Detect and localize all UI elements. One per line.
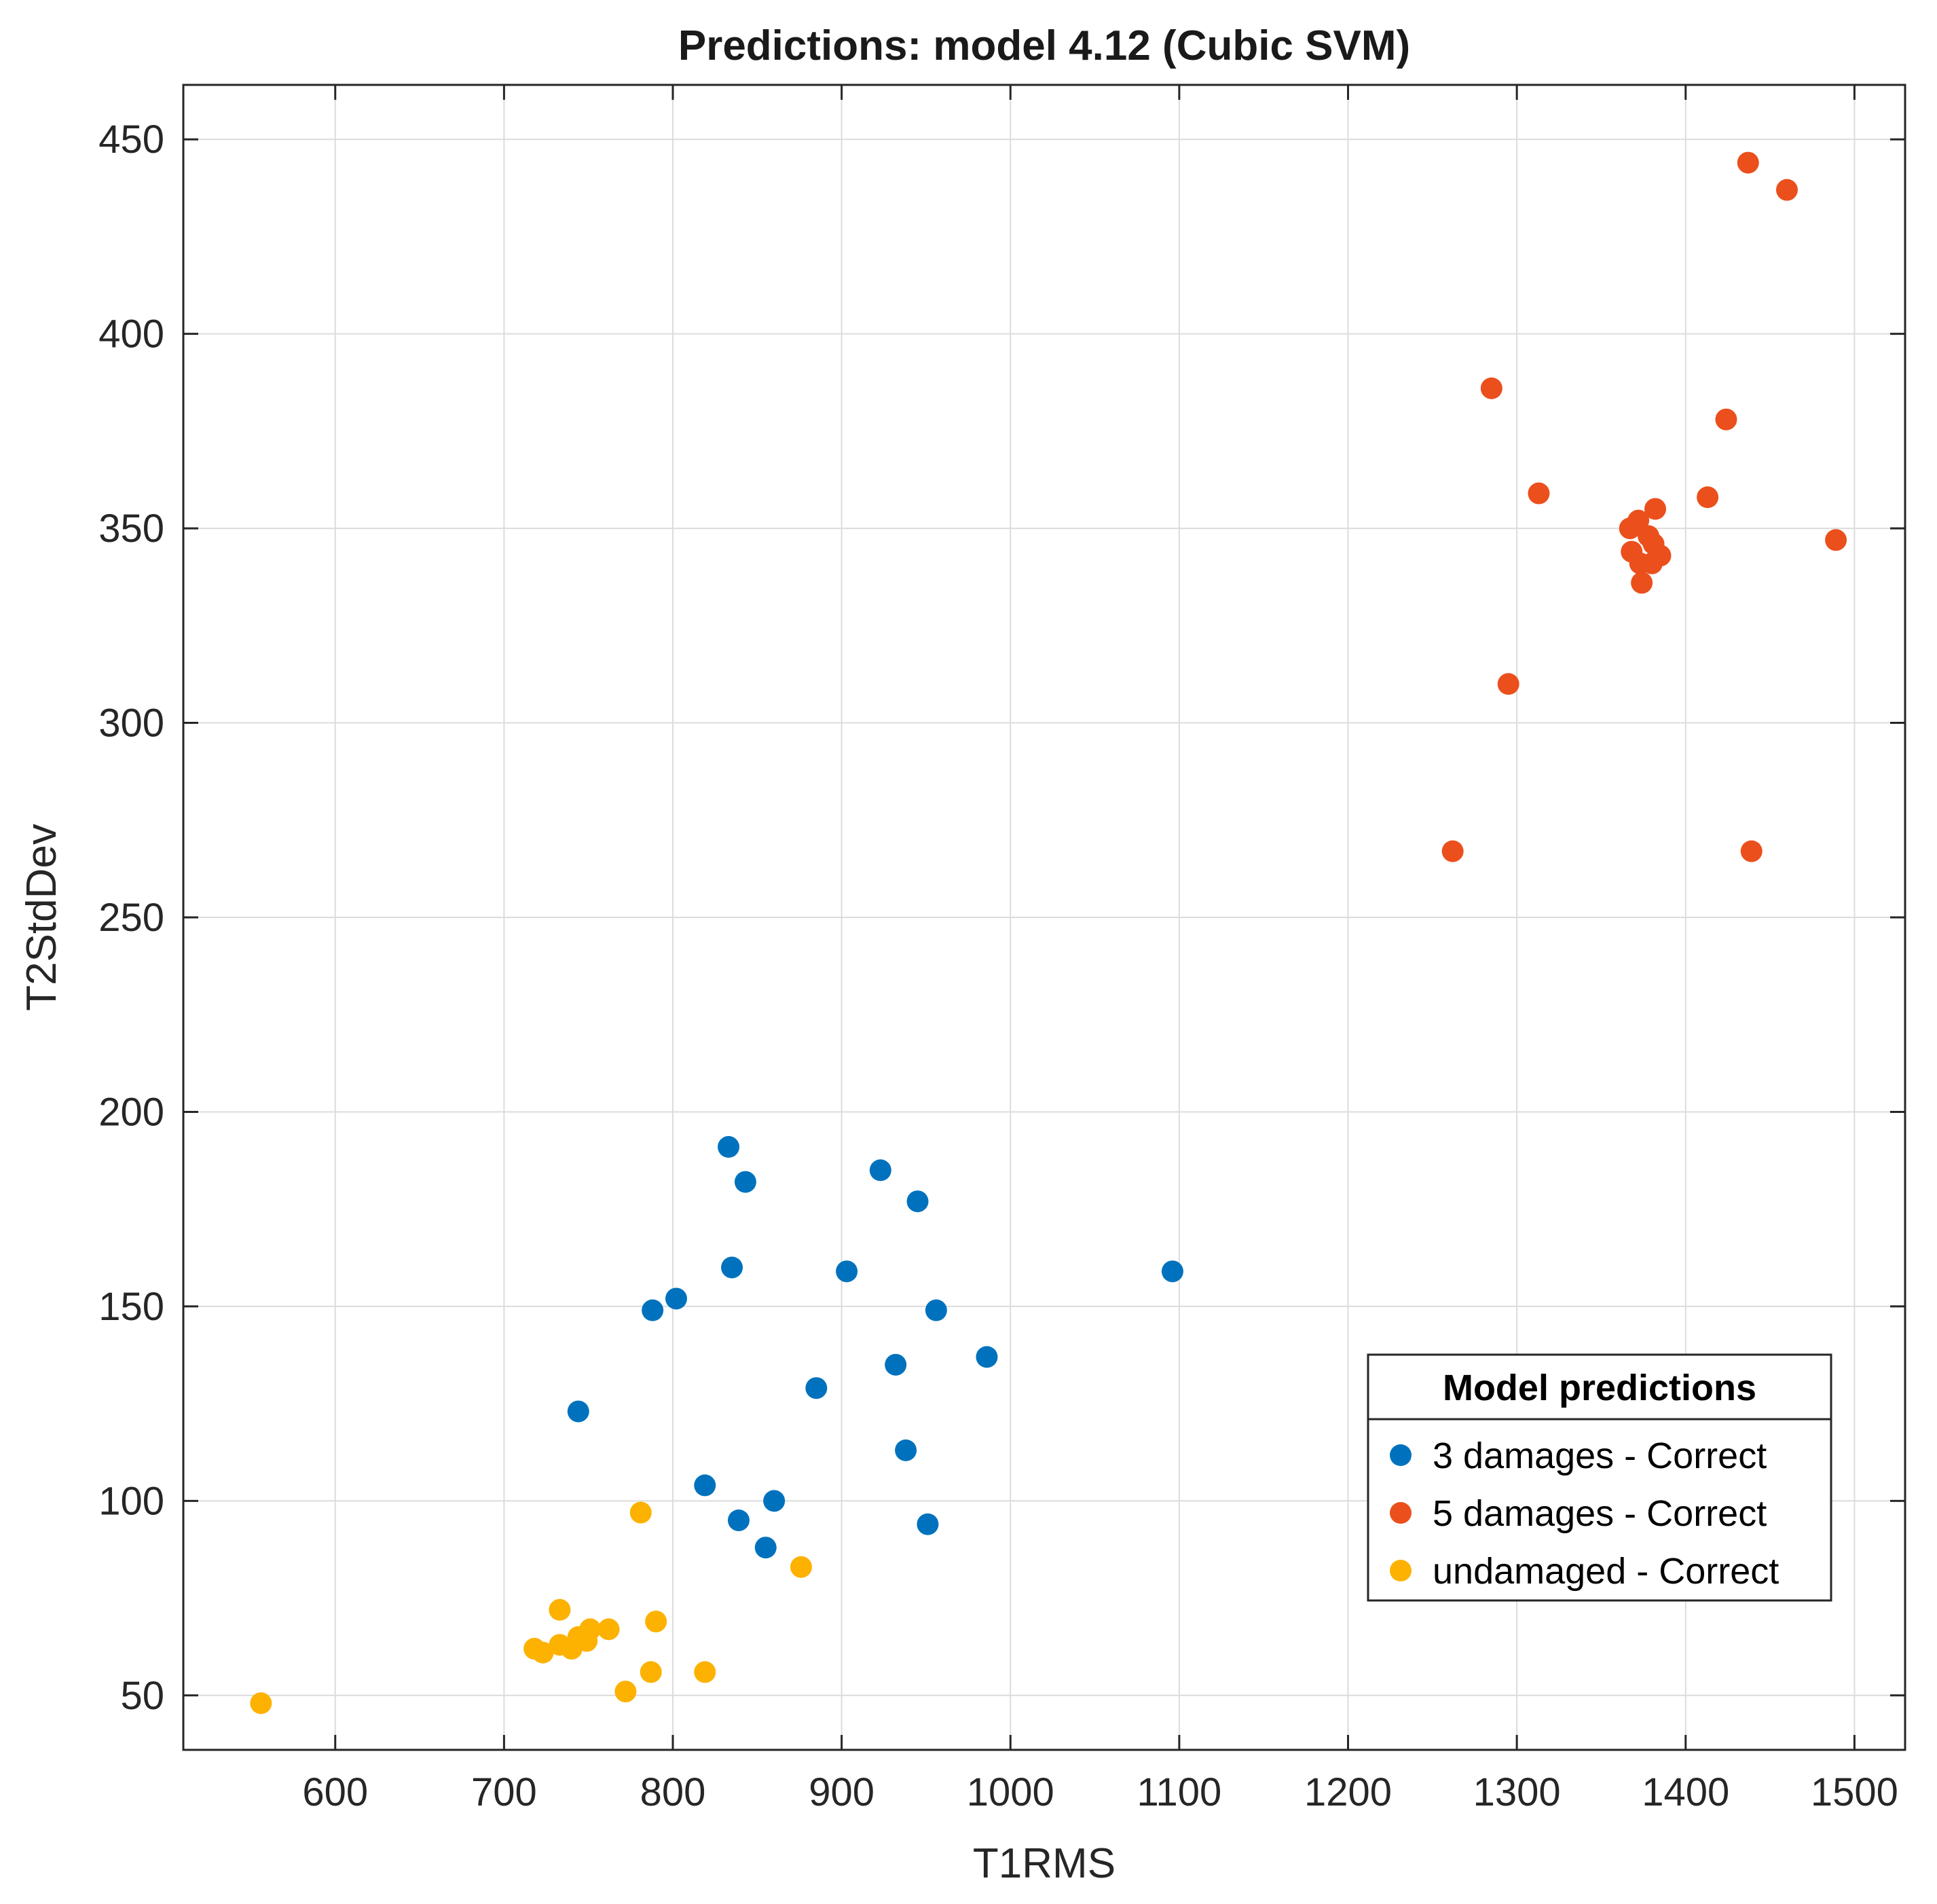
point-5-damages (1644, 498, 1667, 520)
series-2 (1441, 151, 1847, 862)
y-tick-label: 400 (98, 312, 164, 356)
point-5-damages (1697, 486, 1719, 509)
point-5-damages (1619, 517, 1641, 540)
point-undamaged (640, 1661, 662, 1683)
legend: Model predictions 3 damages - Correct 5 … (1367, 1353, 1832, 1602)
point-3-damages (694, 1474, 716, 1497)
point-undamaged (790, 1556, 812, 1578)
y-tick-label: 50 (120, 1674, 164, 1718)
point-3-damages (895, 1439, 917, 1461)
x-tick-label: 800 (640, 1770, 706, 1814)
point-undamaged (597, 1618, 620, 1641)
point-3-damages (754, 1537, 777, 1559)
y-tick-label: 300 (98, 701, 164, 746)
point-3-damages (727, 1509, 750, 1531)
y-tick-label: 200 (98, 1090, 164, 1134)
point-3-damages (925, 1299, 947, 1321)
x-tick-label: 1400 (1642, 1770, 1729, 1814)
x-axis-label: T1RMS (973, 1840, 1115, 1887)
point-3-damages (734, 1171, 756, 1193)
point-5-damages (1441, 840, 1464, 862)
point-5-damages (1631, 572, 1653, 594)
legend-box (1367, 1353, 1832, 1602)
data-points (250, 151, 1847, 1715)
plot-frame (182, 84, 1906, 1751)
y-tick-label: 100 (98, 1479, 164, 1523)
point-3-damages (885, 1353, 907, 1376)
point-3-damages (836, 1260, 858, 1283)
x-tick-label: 1200 (1304, 1770, 1392, 1814)
series-1 (567, 1136, 1183, 1559)
series-3 (250, 1501, 812, 1715)
legend-label-5-damages: 5 damages - Correct (1433, 1493, 1767, 1534)
x-tick-label: 700 (471, 1770, 537, 1814)
y-axis-label: T2StdDev (18, 824, 65, 1011)
legend-title: Model predictions (1443, 1368, 1756, 1408)
axis-ticks (183, 85, 1905, 1750)
point-3-damages (906, 1190, 929, 1213)
point-5-damages (1740, 840, 1763, 862)
point-3-damages (718, 1136, 740, 1158)
y-tick-label: 250 (98, 896, 164, 940)
point-5-damages (1737, 151, 1759, 174)
point-3-damages (869, 1159, 891, 1182)
chart-title: Predictions: model 4.12 (Cubic SVM) (678, 22, 1410, 69)
point-3-damages (763, 1490, 786, 1512)
point-undamaged (560, 1638, 583, 1660)
point-5-damages (1641, 552, 1663, 574)
x-tick-label: 900 (809, 1770, 874, 1814)
point-undamaged (629, 1501, 652, 1524)
legend-label-3-damages: 3 damages - Correct (1433, 1435, 1767, 1476)
point-3-damages (642, 1299, 664, 1321)
point-3-damages (721, 1256, 743, 1279)
point-undamaged (645, 1610, 667, 1632)
point-3-damages (665, 1287, 687, 1310)
point-undamaged (532, 1641, 554, 1664)
point-3-damages (1161, 1260, 1183, 1283)
x-tick-label: 1000 (967, 1770, 1054, 1814)
point-3-damages (567, 1400, 589, 1423)
x-tick-label: 600 (302, 1770, 368, 1814)
y-tick-label: 150 (98, 1285, 164, 1329)
legend-marker-3-damages (1390, 1444, 1412, 1466)
x-tick-label: 1300 (1473, 1770, 1561, 1814)
x-tick-label: 1500 (1811, 1770, 1898, 1814)
legend-label-undamaged: undamaged - Correct (1433, 1551, 1779, 1592)
point-5-damages (1775, 179, 1798, 201)
point-3-damages (976, 1346, 998, 1368)
x-tick-label: 1100 (1137, 1770, 1222, 1814)
y-tick-label: 450 (98, 117, 164, 162)
point-5-damages (1715, 408, 1737, 431)
legend-marker-undamaged (1390, 1560, 1412, 1581)
point-5-damages (1528, 482, 1550, 505)
point-3-damages (805, 1377, 828, 1399)
point-undamaged (614, 1681, 637, 1703)
y-tick-label: 350 (98, 507, 164, 551)
legend-marker-5-damages (1390, 1502, 1412, 1524)
point-undamaged (250, 1692, 272, 1715)
point-undamaged (694, 1661, 716, 1683)
point-3-damages (917, 1513, 939, 1535)
point-5-damages (1497, 673, 1519, 695)
point-5-damages (1480, 377, 1502, 399)
point-undamaged (549, 1598, 571, 1621)
point-5-damages (1825, 529, 1847, 551)
